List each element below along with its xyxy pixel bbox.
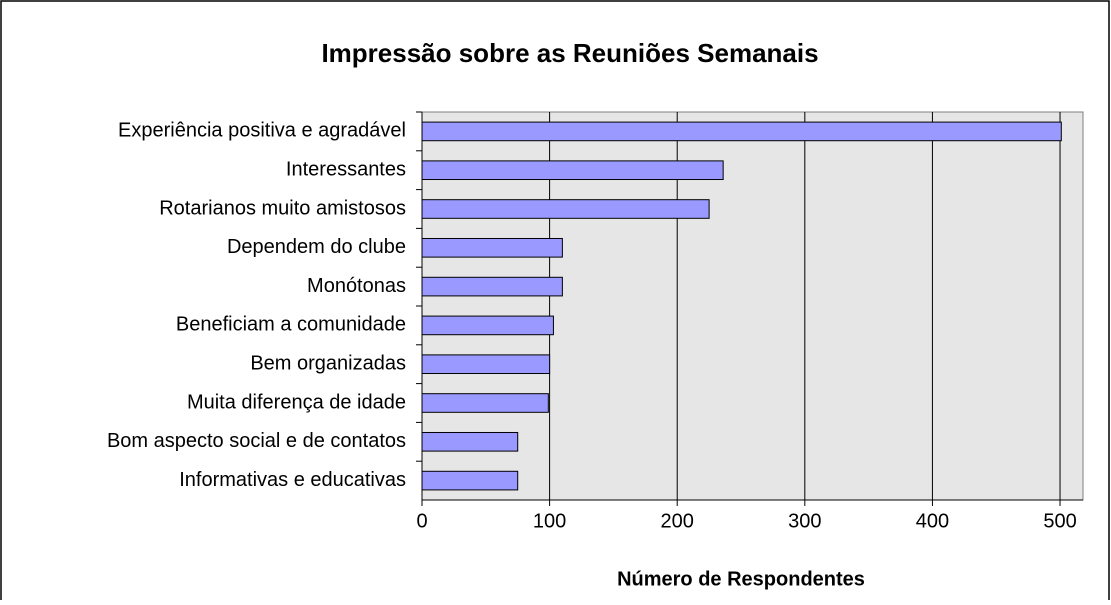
y-tick-label: Bem organizadas (250, 352, 406, 374)
x-tick-label: 0 (416, 510, 427, 532)
bar (421, 393, 549, 413)
y-tick-label: Informativas e educativas (179, 469, 406, 491)
bar (421, 431, 519, 452)
bar (421, 276, 563, 297)
x-tick-label: 400 (916, 510, 949, 532)
chart-title: Impressão sobre as Reuniões Semanais (321, 38, 818, 68)
x-tick-label: 500 (1043, 510, 1076, 532)
y-tick-label: Dependem do clube (227, 236, 406, 258)
bar (421, 470, 519, 491)
bar (421, 160, 724, 181)
y-tick-label: Experiência positiva e agradável (118, 120, 406, 142)
y-tick-label: Bom aspecto social e de contatos (107, 430, 406, 452)
y-tick-label: Muita diferença de idade (187, 391, 406, 413)
y-tick-label: Rotarianos muito amistosos (159, 197, 406, 219)
y-tick-label: Monótonas (307, 275, 406, 297)
bar (421, 199, 710, 219)
bar (421, 237, 563, 258)
bar (421, 354, 551, 375)
x-axis-title: Número de Respondentes (617, 568, 865, 590)
y-tick-label: Interessantes (286, 158, 406, 180)
bar (421, 315, 554, 336)
x-tick-label: 200 (661, 510, 694, 532)
y-tick-label: Beneficiam a comunidade (176, 314, 406, 336)
x-tick-label: 100 (533, 510, 566, 532)
x-tick-label: 300 (788, 510, 821, 532)
bar (421, 121, 1062, 142)
